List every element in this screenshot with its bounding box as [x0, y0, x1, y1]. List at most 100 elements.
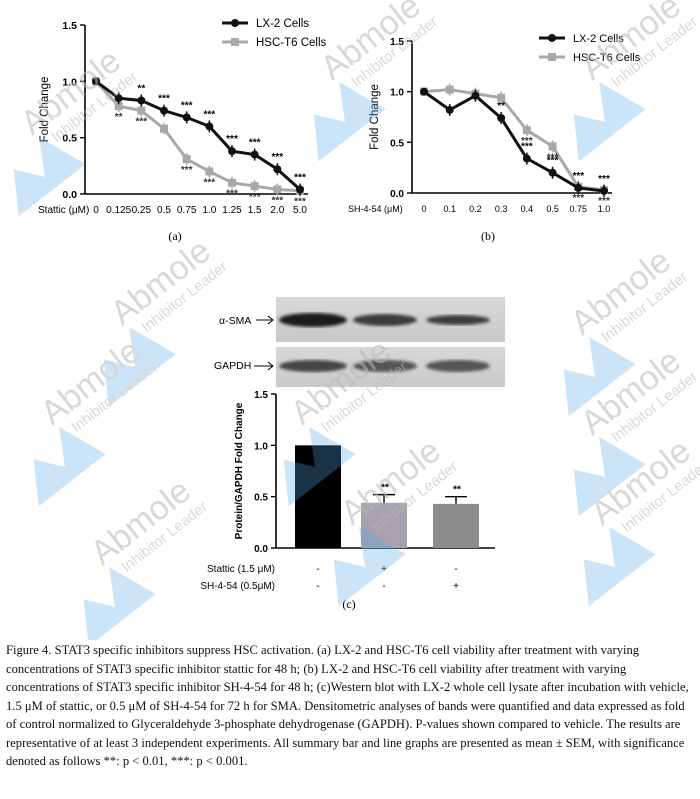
data-point — [137, 106, 146, 115]
data-point — [273, 165, 282, 174]
x-tick-label: 1.0 — [598, 204, 611, 214]
watermark-mountain-shape — [83, 567, 156, 640]
series-line — [423, 90, 605, 193]
significance-label: *** — [181, 165, 193, 176]
bar — [361, 502, 407, 548]
significance-label: *** — [271, 152, 283, 163]
significance-label: *** — [249, 138, 261, 149]
significance-label: ** — [497, 101, 505, 112]
data-point — [445, 105, 454, 114]
data-point — [445, 85, 454, 94]
data-point — [160, 106, 168, 115]
data-point — [522, 154, 531, 163]
data-point — [228, 178, 236, 187]
x-tick-label: 5.0 — [293, 205, 307, 216]
data-point — [574, 183, 583, 192]
legend-swatch-marker — [231, 38, 239, 46]
data-point — [497, 93, 506, 102]
y-tick-label: 1.5 — [62, 20, 77, 32]
significance-label: *** — [226, 189, 238, 200]
panel-a-line-chart: 0.0 0.5 1.0 1.5 0 0.125 0.25 0.5 0.75 1.0 1.25 1.5 2… — [38, 18, 327, 243]
y-tick-label: 0.0 — [62, 189, 77, 201]
significance-label: ** — [453, 485, 461, 496]
y-tick-label: 0.5 — [62, 133, 77, 145]
x-tick-label: 0.5 — [546, 204, 559, 214]
significance-label: *** — [249, 192, 261, 203]
legend-entry: LX-2 Cells — [573, 33, 624, 45]
x-tick-label: 1.25 — [222, 205, 242, 216]
blot-asma-band-vehicle — [279, 313, 347, 327]
significance-label: *** — [572, 171, 584, 182]
blot-gapdh-band-stattic — [353, 360, 417, 372]
watermark-mountain-shape — [283, 427, 356, 507]
data-point — [137, 96, 146, 105]
data-point — [205, 122, 214, 131]
figure-canvas: α-SMA GAPDH 0.0 0.5 1.0 1.5 0 0.125 0.25 0.5 0.7… — [14, 0, 700, 640]
data-point — [250, 150, 259, 159]
blot-arrowhead-gapdh — [267, 361, 274, 371]
watermark-mountain-shape — [583, 527, 656, 607]
data-point — [182, 155, 191, 164]
watermark-mountain-shape — [573, 437, 646, 517]
x-tick-label: 0.1 — [443, 204, 456, 214]
data-point — [600, 186, 608, 195]
y-axis-label: Protein/GAPDH Fold Change — [234, 402, 245, 539]
watermark-mountain-shape — [563, 337, 636, 417]
western-blot: α-SMA GAPDH — [214, 297, 505, 387]
data-point — [114, 102, 123, 111]
y-axis-label: Fold Change — [39, 77, 51, 143]
data-point — [160, 124, 168, 133]
panel-c-bar-chart: 0.0 0.5 1.0 1.5 Protein/GAPDH Fold Change ** *… — [200, 390, 495, 611]
treatment-mark: - — [316, 581, 319, 592]
y-axis-label: Fold Change — [369, 84, 381, 150]
significance-label: *** — [135, 117, 147, 128]
significance-label: ** — [137, 83, 145, 94]
legend-swatch-marker — [548, 53, 556, 61]
treatment-mark: - — [316, 564, 319, 575]
bar — [295, 445, 341, 548]
legend-swatch-marker — [548, 34, 556, 42]
data-point — [205, 167, 214, 176]
series-line — [94, 80, 301, 193]
panel-label: (a) — [168, 229, 181, 243]
data-point — [296, 185, 304, 194]
x-tick-label: 0.4 — [521, 204, 534, 214]
x-tick-label: 0.125 — [106, 205, 131, 216]
x-tick-label: 0.3 — [495, 204, 508, 214]
significance-label: *** — [158, 94, 170, 105]
blot-asma-band-stattic — [353, 314, 417, 326]
data-point — [250, 182, 259, 191]
y-tick-label: 0.0 — [390, 189, 404, 200]
significance-label: *** — [547, 156, 559, 167]
series-line — [95, 80, 302, 191]
data-point — [497, 114, 506, 123]
watermark-mountain-shape — [573, 82, 646, 162]
y-tick-label: 0.0 — [254, 544, 268, 555]
figure-caption: Figure 4. STAT3 specific inhibitors supp… — [6, 643, 689, 768]
blot-label-asma: α-SMA — [219, 315, 251, 327]
legend-entry: HSC-T6 Cells — [256, 37, 327, 49]
y-tick-label: 1.0 — [254, 441, 268, 452]
data-point — [273, 185, 282, 194]
panel-label: (b) — [481, 229, 495, 243]
x-tick-label: 1.0 — [202, 205, 216, 216]
significance-label: *** — [226, 134, 238, 145]
panel-label: (c) — [342, 597, 355, 611]
treatment-mark: + — [381, 564, 387, 575]
significance-label: *** — [203, 109, 215, 120]
y-tick-label: 1.5 — [254, 390, 268, 401]
x-tick-label: 1.5 — [248, 205, 262, 216]
legend-swatch-marker — [231, 19, 239, 27]
significance-label: ** — [381, 483, 389, 494]
significance-label: *** — [203, 177, 215, 188]
legend-entry: HSC-T6 Cells — [573, 52, 641, 64]
x-tick-label: 0.5 — [157, 205, 171, 216]
data-point — [471, 91, 480, 100]
blot-gapdh-band-sh454 — [426, 360, 490, 372]
watermark-mountain-shape — [313, 82, 386, 162]
blot-arrowhead-asma — [267, 315, 274, 325]
bar — [433, 503, 479, 548]
y-tick-label: 1.0 — [390, 88, 404, 99]
treatment-row-label: SH-4-54 (0.5μM) — [200, 581, 275, 592]
